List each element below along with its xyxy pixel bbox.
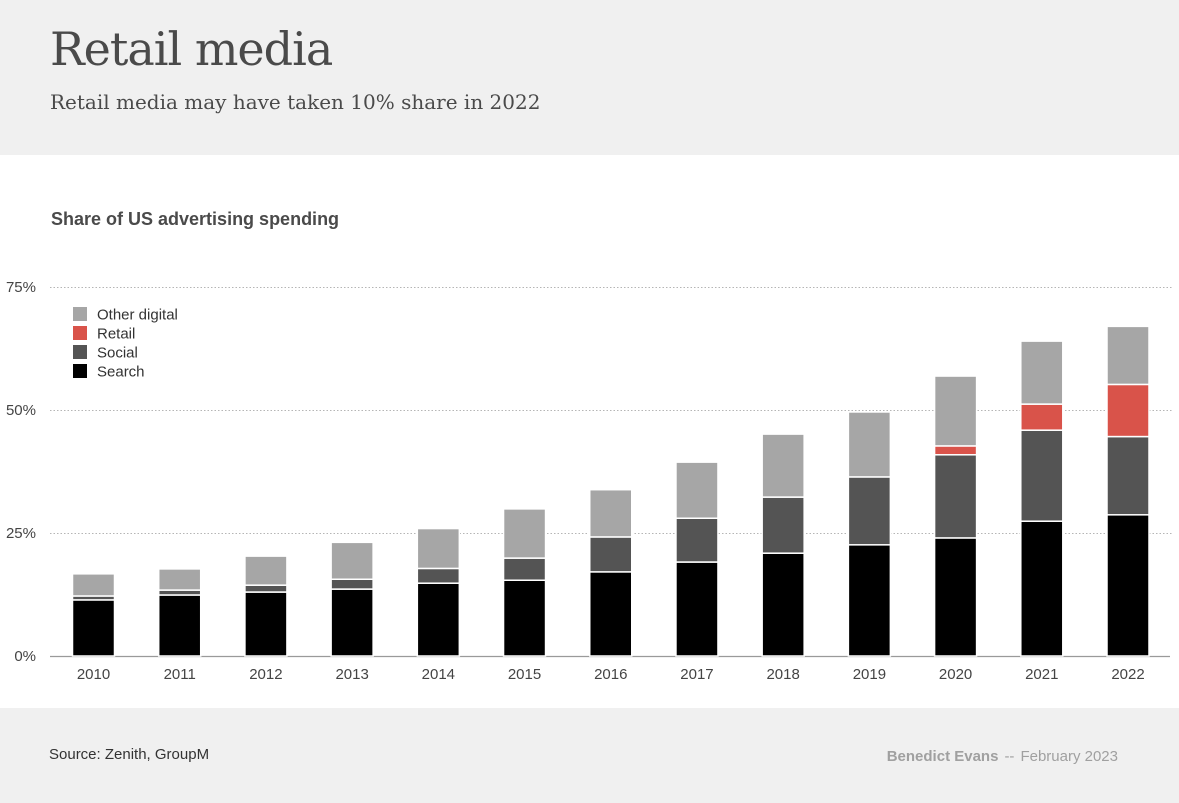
y-tick-label: 0% [14, 648, 36, 665]
credit-separator: -- [1004, 748, 1015, 765]
bar-retail-2020 [933, 445, 978, 456]
bar-other-digital-2017 [675, 461, 719, 519]
bar-search-2015 [502, 579, 547, 657]
legend-item-retail: Retail [73, 326, 135, 343]
bar-other-digital-2013 [330, 541, 374, 580]
bar-search-2016 [589, 571, 633, 657]
bar-social-2015 [502, 557, 547, 581]
bar-social-2018 [761, 496, 805, 554]
bar-stack-2017 [675, 461, 719, 657]
bar-other-digital-2010 [71, 573, 116, 597]
bar-search-2022 [1106, 514, 1150, 657]
legend-item-other-digital: Other digital [73, 307, 178, 324]
legend-swatch [73, 364, 87, 378]
y-axis-ticks: 0% 25% 50% 75% [6, 279, 36, 665]
x-tick-label: 2021 [1025, 666, 1058, 683]
bar-search-2017 [675, 561, 719, 657]
bar-stack-2019 [847, 411, 892, 657]
y-tick-label: 25% [6, 525, 36, 542]
bar-social-2020 [933, 454, 978, 539]
bar-other-digital-2018 [761, 433, 805, 498]
x-tick-label: 2015 [508, 666, 541, 683]
chart-title: Share of US advertising spending [51, 209, 340, 229]
bar-search-2014 [416, 582, 461, 657]
legend-swatch [73, 345, 87, 359]
legend-label: Other digital [97, 307, 178, 324]
bar-search-2020 [933, 537, 978, 657]
bar-stack-2013 [330, 541, 374, 657]
x-tick-label: 2012 [249, 666, 282, 683]
bar-other-digital-2015 [502, 508, 547, 559]
y-tick-label: 50% [6, 402, 36, 419]
bar-other-digital-2011 [157, 568, 202, 591]
bar-social-2014 [416, 567, 461, 584]
bar-other-digital-2016 [589, 488, 633, 538]
bar-stack-2015 [502, 508, 547, 657]
bar-stack-2012 [244, 555, 288, 657]
bar-stack-2021 [1020, 340, 1064, 657]
bar-search-2021 [1020, 520, 1064, 657]
bar-stack-2010 [71, 573, 116, 657]
bar-retail-2022 [1106, 383, 1150, 438]
x-tick-label: 2016 [594, 666, 627, 683]
footer-band: Source: Zenith, GroupM Benedict Evans -- F… [0, 708, 1179, 803]
bar-search-2010 [71, 599, 116, 657]
x-tick-label: 2014 [422, 666, 455, 683]
x-tick-label: 2020 [939, 666, 972, 683]
x-tick-label: 2017 [680, 666, 713, 683]
publish-date: February 2023 [1020, 748, 1118, 765]
x-tick-label: 2011 [164, 666, 196, 683]
bar-stack-2011 [157, 568, 202, 657]
credit: Benedict Evans -- February 2023 [887, 748, 1118, 765]
bar-other-digital-2022 [1106, 325, 1150, 386]
x-tick-label: 2018 [766, 666, 799, 683]
bar-social-2021 [1020, 429, 1064, 522]
bar-stack-2016 [589, 488, 633, 657]
bar-search-2012 [244, 591, 288, 657]
bar-other-digital-2014 [416, 527, 461, 570]
bar-social-2017 [675, 517, 719, 563]
bar-other-digital-2021 [1020, 340, 1064, 405]
x-axis-ticks: 2010 2011 2012 2013 2014 2015 2016 2017 2018 2019… [77, 666, 1145, 683]
x-tick-label: 2013 [335, 666, 368, 683]
legend-label: Search [97, 364, 145, 381]
bar-stack-2022 [1106, 325, 1150, 657]
bar-stack-2018 [761, 433, 805, 657]
bar-search-2011 [157, 594, 202, 657]
bar-other-digital-2019 [847, 411, 892, 478]
bar-social-2013 [330, 578, 374, 590]
page-subtitle: Retail media may have taken 10% share in… [50, 90, 541, 114]
bars [71, 325, 1150, 657]
legend-swatch [73, 307, 87, 321]
bar-stack-2020 [933, 375, 978, 657]
legend-item-social: Social [73, 345, 138, 362]
legend-label: Social [97, 345, 138, 362]
legend-item-search: Search [73, 364, 145, 381]
legend: Other digital Retail Social Search [73, 307, 178, 381]
x-tick-label: 2019 [853, 666, 886, 683]
source-note: Source: Zenith, GroupM [49, 746, 210, 763]
bar-social-2012 [244, 584, 288, 593]
bar-search-2018 [761, 552, 805, 657]
author-name: Benedict Evans [886, 748, 999, 765]
y-tick-label: 75% [6, 279, 36, 296]
legend-swatch [73, 326, 87, 340]
header-band: Retail media Retail media may have taken… [0, 0, 1179, 155]
bar-stack-2014 [416, 527, 461, 657]
page-title: Retail media [50, 22, 333, 76]
bar-other-digital-2012 [244, 555, 288, 586]
bar-other-digital-2020 [933, 375, 978, 447]
legend-label: Retail [97, 326, 135, 343]
x-tick-label: 2010 [77, 666, 110, 683]
bar-social-2016 [589, 536, 633, 573]
bar-social-2022 [1106, 435, 1150, 516]
x-tick-label: 2022 [1111, 666, 1144, 683]
bar-search-2019 [847, 544, 892, 657]
bar-retail-2021 [1020, 403, 1064, 431]
bar-search-2013 [330, 588, 374, 657]
bar-social-2019 [847, 476, 892, 546]
